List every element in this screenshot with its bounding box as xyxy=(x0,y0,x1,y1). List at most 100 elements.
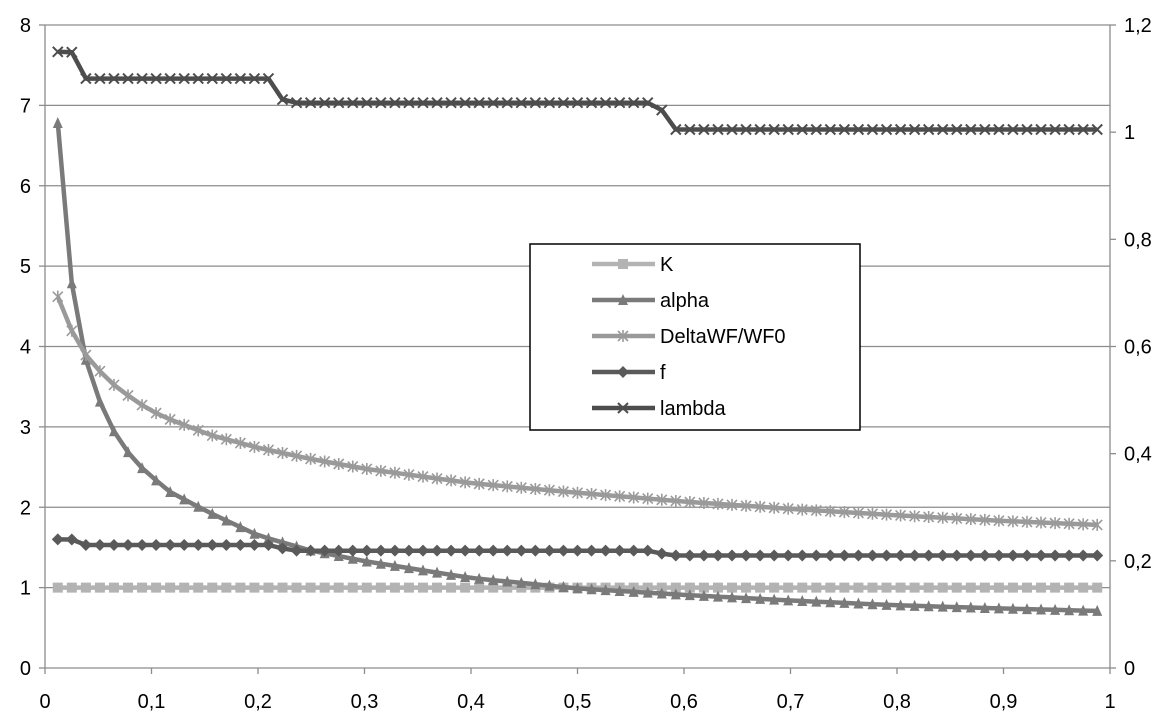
data-point xyxy=(712,497,724,510)
data-point xyxy=(642,586,653,598)
data-point xyxy=(333,457,345,470)
data-point xyxy=(585,487,598,500)
data-point xyxy=(123,446,134,458)
data-point xyxy=(530,578,541,590)
data-point xyxy=(571,96,584,109)
data-point xyxy=(866,549,879,562)
legend-label: alpha xyxy=(660,290,710,312)
data-point xyxy=(179,493,190,505)
data-point xyxy=(824,505,836,518)
data-point xyxy=(769,582,780,593)
data-point xyxy=(811,582,822,593)
data-point xyxy=(262,443,275,456)
data-point xyxy=(951,582,962,593)
data-point xyxy=(726,549,739,562)
data-point xyxy=(1078,604,1089,616)
x-tick-label: 0,8 xyxy=(883,691,911,713)
data-point xyxy=(768,501,780,514)
data-point xyxy=(950,549,963,562)
data-point xyxy=(1049,123,1061,136)
data-point xyxy=(529,96,542,109)
data-point xyxy=(683,549,696,562)
data-point xyxy=(1077,123,1089,136)
data-point xyxy=(347,96,359,109)
series-f xyxy=(51,533,1104,562)
data-point xyxy=(206,539,219,552)
data-point xyxy=(741,582,752,593)
data-point xyxy=(262,539,275,552)
data-point xyxy=(1063,517,1075,530)
data-point xyxy=(670,588,681,600)
legend-item: lambda xyxy=(592,398,726,420)
data-point xyxy=(277,582,288,593)
data-point xyxy=(332,544,345,557)
data-point xyxy=(94,395,105,407)
data-point xyxy=(1021,603,1032,615)
legend-label: K xyxy=(660,254,674,276)
data-point xyxy=(754,123,766,136)
data-point xyxy=(895,599,906,611)
data-point xyxy=(993,123,1005,136)
legend-item: alpha xyxy=(592,290,710,312)
data-point xyxy=(740,123,752,136)
data-point xyxy=(501,544,514,557)
data-point xyxy=(206,72,218,85)
data-point xyxy=(402,544,415,557)
y-tick-label: 0 xyxy=(20,658,31,680)
data-point xyxy=(557,96,570,109)
data-point xyxy=(979,123,991,136)
data-point xyxy=(501,96,513,109)
data-point xyxy=(558,581,569,593)
data-point xyxy=(347,460,359,473)
data-point xyxy=(1064,582,1075,593)
data-point xyxy=(66,277,77,289)
data-point xyxy=(389,466,401,479)
data-point xyxy=(853,582,864,593)
data-point xyxy=(628,585,639,597)
data-point xyxy=(417,96,429,109)
data-point xyxy=(488,574,499,586)
data-point xyxy=(389,582,400,593)
data-point xyxy=(333,582,344,593)
data-point xyxy=(136,399,148,412)
data-point xyxy=(515,544,528,557)
series-line xyxy=(57,49,1098,132)
data-point xyxy=(417,582,428,593)
data-point xyxy=(727,582,738,593)
data-point xyxy=(782,549,795,562)
data-point xyxy=(881,598,892,610)
y2-tick-label: 1 xyxy=(1124,122,1135,144)
data-point xyxy=(346,544,359,557)
data-point xyxy=(684,589,695,601)
data-point xyxy=(797,582,808,593)
data-point xyxy=(599,544,612,557)
data-point xyxy=(937,511,949,524)
data-point xyxy=(853,597,864,609)
data-point xyxy=(459,96,471,109)
data-point xyxy=(220,72,233,85)
data-point xyxy=(165,486,176,498)
data-point xyxy=(712,590,723,602)
data-point xyxy=(473,96,485,109)
data-point xyxy=(669,549,682,562)
legend-label: lambda xyxy=(660,398,726,420)
data-point xyxy=(1091,549,1104,562)
data-point xyxy=(52,117,63,129)
x-tick-label: 0,1 xyxy=(138,691,166,713)
data-point xyxy=(726,498,738,511)
legend-box xyxy=(529,243,861,431)
y2-tick-label: 0,8 xyxy=(1124,229,1152,251)
x-tick-label: 1 xyxy=(1104,691,1115,713)
data-point xyxy=(992,549,1005,562)
legend-item: K xyxy=(592,254,674,276)
data-point xyxy=(613,544,626,557)
data-point xyxy=(1092,604,1103,616)
data-point xyxy=(318,96,331,109)
data-point xyxy=(1007,123,1019,136)
y-tick-label: 5 xyxy=(20,256,31,278)
data-point xyxy=(459,544,472,557)
data-point xyxy=(52,46,64,58)
data-point xyxy=(628,491,640,504)
data-point xyxy=(656,493,668,506)
data-point xyxy=(1006,549,1019,562)
